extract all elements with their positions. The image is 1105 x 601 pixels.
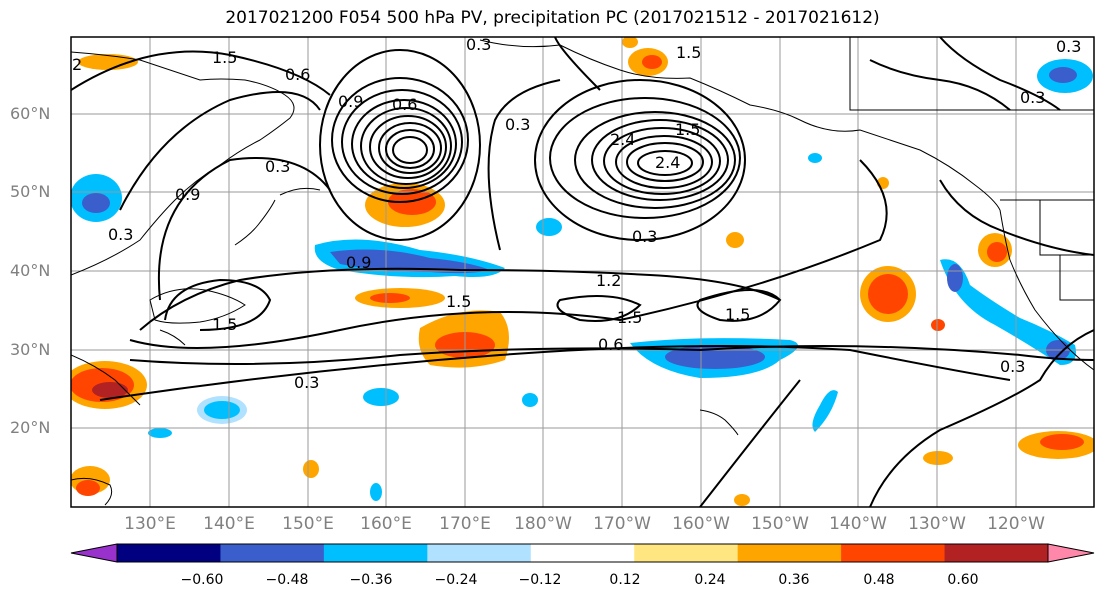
colorbar-tick: −0.12 bbox=[518, 572, 562, 588]
colorbar-frame bbox=[116, 543, 1049, 563]
colorbar-right-extend bbox=[1047, 543, 1095, 563]
lon-label-120w: 120°W bbox=[987, 514, 1045, 534]
colorbar-left-extend bbox=[70, 543, 118, 563]
pv-contours bbox=[71, 37, 1094, 507]
colorbar bbox=[70, 543, 1095, 563]
lon-label-130e: 130°E bbox=[124, 514, 176, 534]
contour-label: 2.4 bbox=[610, 130, 635, 149]
colorbar-cell bbox=[737, 544, 842, 562]
contour-label: 2 bbox=[72, 55, 82, 74]
colorbar-tick: 0.36 bbox=[778, 572, 810, 588]
contour-label: 1.5 bbox=[446, 292, 471, 311]
colorbar-cell bbox=[634, 544, 739, 562]
map-title: 2017021200 F054 500 hPa PV, precipitatio… bbox=[225, 8, 880, 28]
contour-label: 0.6 bbox=[285, 65, 310, 84]
colorbar-tick: −0.36 bbox=[349, 572, 393, 588]
colorbar-cell bbox=[841, 544, 946, 562]
lon-label-180w: 180°W bbox=[514, 514, 572, 534]
lon-label-170e: 170°E bbox=[439, 514, 491, 534]
contour-label: 0.3 bbox=[505, 115, 530, 134]
colorbar-cell bbox=[427, 544, 532, 562]
coastlines bbox=[71, 37, 1094, 506]
contour-label: 0.3 bbox=[1056, 37, 1081, 56]
contour-label: 1.5 bbox=[617, 308, 642, 327]
contour-label: 0.3 bbox=[1000, 357, 1025, 376]
contour-label: 0.6 bbox=[598, 335, 623, 354]
contour-label: 0.3 bbox=[632, 227, 657, 246]
contour-label: 0.3 bbox=[1020, 88, 1045, 107]
colorbar-cell bbox=[530, 544, 635, 562]
contour-label: 0.6 bbox=[392, 95, 417, 114]
contour-label: 0.3 bbox=[294, 373, 319, 392]
colorbar-cell bbox=[944, 544, 1049, 562]
lon-label-160w: 160°W bbox=[672, 514, 730, 534]
contour-label: 1.2 bbox=[596, 271, 621, 290]
contour-label: 0.3 bbox=[265, 157, 290, 176]
contour-label: 1.5 bbox=[676, 43, 701, 62]
lon-label-150w: 150°W bbox=[751, 514, 809, 534]
colorbar-cell bbox=[323, 544, 428, 562]
contour-label: 0.9 bbox=[338, 92, 363, 111]
contour-label: 1.5 bbox=[725, 305, 750, 324]
colorbar-tick: −0.24 bbox=[434, 572, 478, 588]
lon-label-170w: 170°W bbox=[593, 514, 651, 534]
colorbar-tick: −0.48 bbox=[265, 572, 309, 588]
colorbar-tick: 0.12 bbox=[609, 572, 641, 588]
lat-label-60n: 60°N bbox=[10, 104, 51, 123]
contour-label: 1.5 bbox=[212, 48, 237, 67]
map-area: 1.5 0.3 1.5 2 0.6 0.3 1.5 0.3 0.6 0.9 2.… bbox=[71, 35, 1094, 507]
contour-label: 0.3 bbox=[108, 225, 133, 244]
lat-label-20n: 20°N bbox=[10, 418, 51, 437]
map-frame bbox=[70, 36, 1095, 508]
lon-label-140w: 140°W bbox=[829, 514, 887, 534]
lat-label-40n: 40°N bbox=[10, 261, 51, 280]
colorbar-tick: 0.24 bbox=[694, 572, 726, 588]
lon-label-140e: 140°E bbox=[203, 514, 255, 534]
colorbar-tick: 0.48 bbox=[863, 572, 895, 588]
colorbar-tick: 0.60 bbox=[947, 572, 979, 588]
contour-label: 0.9 bbox=[175, 185, 200, 204]
contour-label: 1.5 bbox=[675, 120, 700, 139]
colorbar-cell bbox=[117, 544, 221, 562]
colorbar-tick: −0.60 bbox=[180, 572, 224, 588]
contour-label: 0.9 bbox=[346, 253, 371, 272]
precip-shading bbox=[71, 37, 1094, 506]
lat-label-50n: 50°N bbox=[10, 182, 51, 201]
colorbar-cell bbox=[220, 544, 325, 562]
contour-label: 2.4 bbox=[655, 153, 680, 172]
contour-label: 0.3 bbox=[466, 35, 491, 54]
contour-labels: 1.5 0.3 1.5 2 0.6 0.3 1.5 0.3 0.6 0.9 2.… bbox=[72, 35, 1081, 392]
lon-label-160e: 160°E bbox=[360, 514, 412, 534]
lat-label-30n: 30°N bbox=[10, 340, 51, 359]
contour-label: 1.5 bbox=[212, 315, 237, 334]
lon-label-150e: 150°E bbox=[282, 514, 334, 534]
lon-label-130w: 130°W bbox=[908, 514, 966, 534]
